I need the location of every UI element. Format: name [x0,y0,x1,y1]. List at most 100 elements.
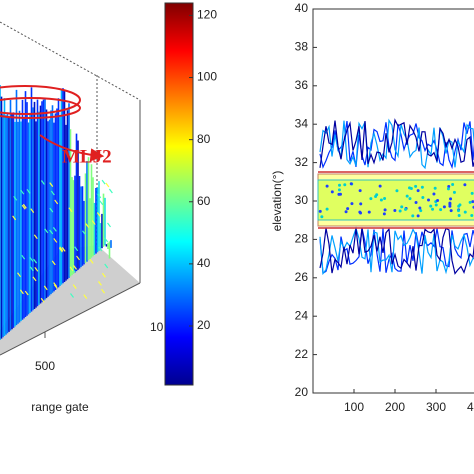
surface-strip [89,259,94,264]
surface-strip [69,266,74,272]
y-tick-label: 22 [295,347,309,361]
surface-strip [50,190,55,196]
band-spot [449,209,453,213]
band-spot [427,198,431,202]
band-spot [325,207,329,211]
surface-plot [0,21,141,356]
surface-strip [83,294,88,299]
contour-line [319,118,474,168]
surface-strip [107,222,111,228]
surface-strip [91,220,96,225]
x-tick-label: 10 [150,320,164,334]
surface-strip [21,204,26,210]
band-spot [400,205,404,209]
surface-strip [54,199,59,205]
surface-strip [17,272,22,278]
surface-strip [34,266,39,272]
band-spot [383,197,387,201]
surface-strip [96,212,101,217]
band-spot [408,197,412,201]
band-spot [411,214,415,218]
annotation-marks [0,85,105,162]
band-spot [359,211,363,215]
surface-strip [72,284,77,290]
y-tick-label: 26 [295,270,309,284]
band-spot [320,215,324,219]
surface-strip [30,208,35,213]
band-spot [395,189,399,193]
surface-strip [82,230,86,236]
x-axis-label: range gate [31,400,89,414]
band-spot [463,210,467,214]
surface-strip [99,200,104,206]
colorbar-tick-label: 40 [197,256,211,270]
band-spot [456,209,460,213]
surface-strip [104,237,109,243]
band-spot [439,208,443,212]
colorbar-tick-label: 120 [197,8,217,22]
surface-strip [49,182,54,187]
surface-strip [101,272,106,278]
colorbar-ticks: 20 40 60 80 100 120 [189,8,217,332]
band-spot [369,197,373,201]
band-spot [432,192,436,196]
y-axis-label: elevation(°) [270,171,284,232]
band-spot [434,203,438,207]
band-spot [367,210,371,214]
surface-strip [61,247,66,252]
surface-strip [20,189,25,195]
y-tick-label: 34 [295,116,309,130]
band-spot [393,208,397,212]
band-spot [419,209,423,213]
surface-strip [32,276,37,282]
surface-strip [49,207,54,213]
surface-strip [108,188,113,194]
band-spot [449,197,453,201]
band-spot [457,214,461,218]
x-tick-label: 100 [344,400,364,414]
band-spot [409,186,413,190]
band-spot [349,182,353,186]
axes: 20 22 24 26 28 30 32 34 36 38 40 100 200 300 400 [295,1,474,414]
surface-strip [40,297,45,303]
band-spot [416,189,420,193]
y-tick-label: 36 [295,78,309,92]
surface-strip [97,281,102,286]
band-spot [418,206,422,210]
surface-strip [53,238,58,243]
band-spot [318,209,322,213]
colorbar-tick-label: 20 [197,318,211,332]
band-spot [325,184,329,188]
band-spot [359,202,363,206]
band-spot [446,187,450,191]
x-tick-label: 400 [467,400,474,414]
surface-strip [71,267,76,273]
surface-strip [101,288,106,294]
band-spot [442,205,446,209]
band-spot [420,185,424,189]
band-spot [382,212,386,216]
band-spot [350,202,354,206]
colorbar-tick-label: 80 [197,132,211,146]
y-tick-label: 28 [295,232,309,246]
band-spot [374,195,378,199]
surface-strip [52,227,57,232]
y-tick-label: 30 [295,193,309,207]
band-spot [346,207,350,211]
band-spot [398,209,402,213]
band-spot [416,214,420,218]
surface-strip [21,254,26,260]
band-spot [330,190,334,194]
surface-strip [24,290,29,296]
surface-strip [22,203,27,209]
surface-strip [44,228,49,234]
surface-strip [43,285,48,291]
x-tick-label: 300 [426,400,446,414]
surface-strip [68,207,73,213]
surface-strip [74,246,79,252]
band-spot [436,198,440,202]
band-spot [414,184,418,188]
band-spot [344,210,348,214]
contour [317,118,474,276]
annotation: MLJ2 [62,146,112,167]
